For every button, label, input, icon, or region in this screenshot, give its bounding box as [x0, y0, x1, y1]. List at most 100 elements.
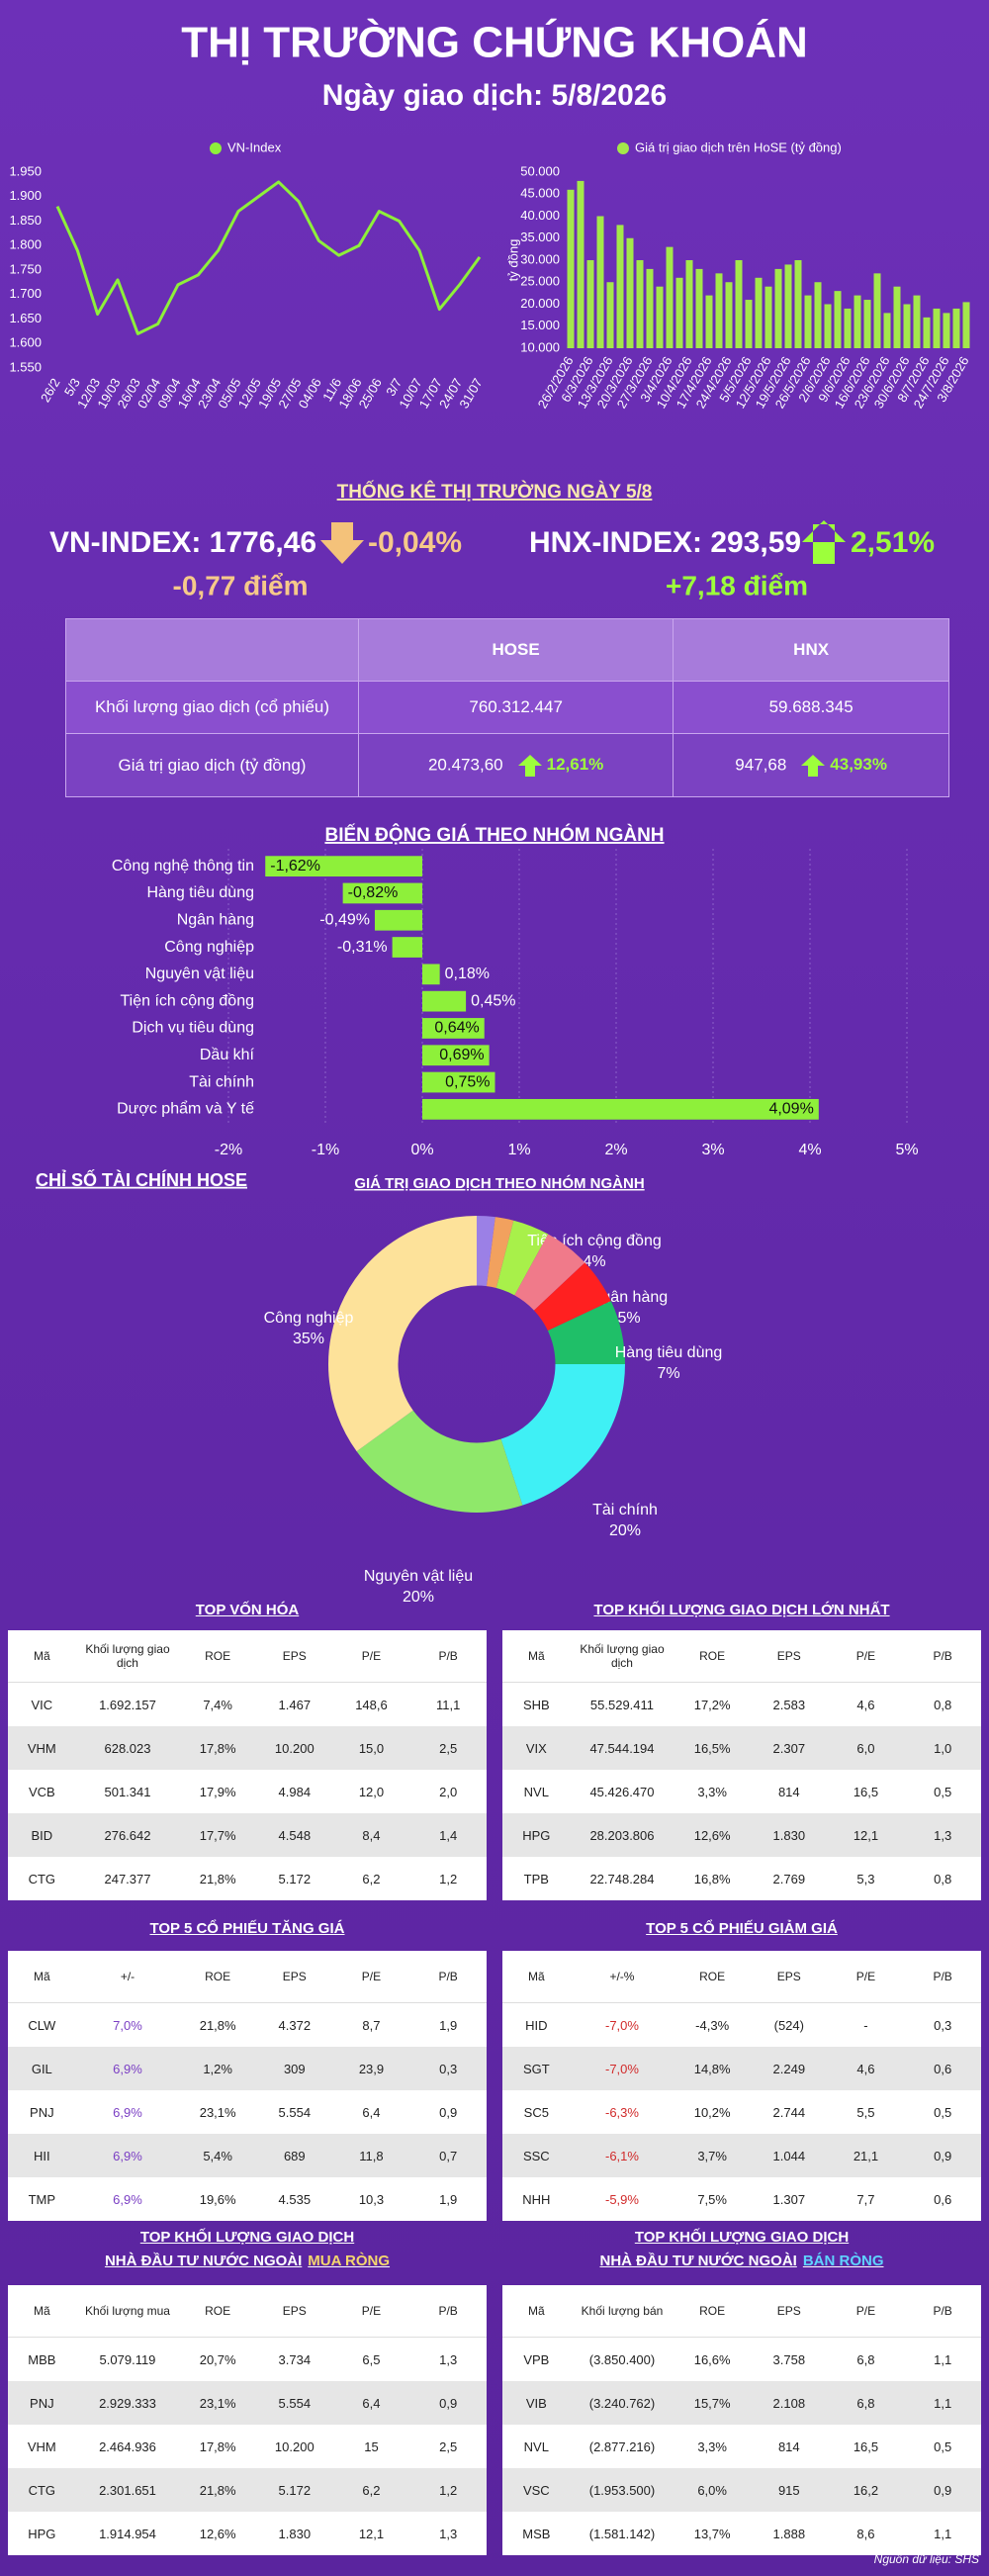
- table-cell: 16,6%: [693, 2351, 731, 2367]
- table-header-cell: P/B: [409, 2285, 487, 2338]
- table-header-cell: P/B: [904, 1630, 981, 1683]
- up-arrow: [517, 754, 542, 777]
- y-tick-label: 1.550: [9, 359, 42, 374]
- table-cell: 6,4: [362, 2104, 381, 2120]
- chart-title: GIÁ TRỊ GIAO DỊCH THEO NHÓM NGÀNH: [354, 1174, 644, 1192]
- table-title-text: TOP VỐN HÓA: [195, 1602, 300, 1618]
- up-arrow-shape: [517, 754, 542, 777]
- table-header-cell: +/-: [75, 1951, 180, 2003]
- table-cell: 7,4%: [203, 1697, 232, 1712]
- table-cell: 5.554: [255, 2381, 333, 2425]
- y-tick-label: 1.750: [9, 261, 42, 276]
- table-cell: 4.984: [278, 1784, 312, 1799]
- table-cell: 17,7%: [179, 1813, 256, 1857]
- table-cell: BID: [8, 1813, 76, 1857]
- table-cell: 5.079.119: [99, 2351, 156, 2367]
- category-label: Dược phẩm và Y tế: [117, 1100, 254, 1118]
- value-label: -1,62%: [270, 858, 320, 874]
- table-cell: 12,6%: [199, 2526, 236, 2541]
- table-header-cell: Khối lượng bán: [570, 2285, 674, 2338]
- table-cell: 1.467: [278, 1697, 312, 1712]
- table-cell: 23,1%: [179, 2381, 256, 2425]
- table-header-cell: Khối lượng giao dịch: [75, 1630, 180, 1683]
- table-header-cell: [65, 618, 359, 682]
- table-cell: 0,8: [934, 1871, 952, 1886]
- bar: [745, 300, 753, 348]
- bar: [586, 260, 594, 348]
- table-header-cell: P/E: [332, 2285, 410, 2338]
- x-tick-label: 2%: [604, 1142, 627, 1158]
- table-cell: 2.769: [772, 1871, 806, 1886]
- table-cell: 1,3: [439, 2526, 458, 2541]
- table-title-line: TOP VỐN HÓA: [8, 1599, 487, 1622]
- table-cell: 21,1: [827, 2134, 905, 2177]
- table-cell: 6,2: [332, 2468, 410, 2512]
- table-title-line: TOP 5 CỔ PHIẾU GIẢM GIÁ: [502, 1917, 981, 1941]
- section-title: THỐNG KÊ THỊ TRƯỜNG NGÀY 5/8: [337, 481, 653, 503]
- table-cell: 11,1: [435, 1697, 461, 1712]
- table-header-cell: P/B: [904, 1951, 981, 2003]
- table-row: Giá trị giao dịch (tỷ đồng) 20.473,60 12,6…: [65, 733, 949, 797]
- value-label: -0,49%: [319, 911, 370, 928]
- table-cell: 10,3: [358, 2191, 385, 2207]
- y-tick-label: 15.000: [520, 318, 560, 332]
- bar: [863, 300, 871, 348]
- table-cell: 814: [777, 1784, 800, 1799]
- bar: [606, 282, 614, 348]
- bar: [873, 273, 881, 348]
- table-header-cell: ROE: [179, 2285, 256, 2338]
- table-header-cell: EPS: [750, 1630, 828, 1683]
- table-cell: 1.044: [750, 2134, 828, 2177]
- table-row: CTG 2.301.651 21,8% 5.172 6,2 1,2: [8, 2468, 487, 2512]
- table-header-cell: P/B: [904, 2285, 981, 2338]
- bar: [804, 295, 812, 348]
- table-cell: 6,8: [827, 2381, 905, 2425]
- table-cell: 16,2: [827, 2468, 905, 2512]
- table-cell: 5.172: [278, 1871, 312, 1886]
- table-cell: (1.581.142): [588, 2526, 656, 2541]
- table-cell: NHH: [522, 2191, 551, 2207]
- bar: [943, 313, 950, 348]
- table-cell: CTG: [28, 1871, 56, 1886]
- bar: [834, 291, 842, 348]
- bar: [265, 856, 422, 877]
- table-cell: 947,68 43,93%: [673, 733, 949, 797]
- table-cell: 45.426.470: [589, 1784, 655, 1799]
- bar: [626, 237, 634, 348]
- table-cell: 0,3: [934, 2017, 952, 2033]
- table-cell: CLW: [28, 2017, 56, 2033]
- table-row: NVL 45.426.470 3,3% 814 16,5 0,5: [502, 1770, 981, 1813]
- table-cell: 19,6%: [199, 2191, 236, 2207]
- y-tick-label: 50.000: [520, 163, 560, 178]
- table-cell: 55.529.411: [589, 1697, 655, 1712]
- table-cell: 16,5: [853, 2438, 879, 2454]
- table-row: VIX 47.544.194 16,5% 2.307 6,0 1,0: [502, 1726, 981, 1770]
- table-header-cell: Khối lượng mua: [75, 2285, 180, 2338]
- table-head: Mã +/-% ROE EPS P/E P/B: [502, 1951, 981, 2003]
- table-cell: 309: [255, 2047, 333, 2090]
- y-tick-label: 45.000: [520, 186, 560, 201]
- table-cell: 5.554: [278, 2104, 312, 2120]
- up-arrow: [801, 754, 826, 777]
- table-header-cell: EPS: [255, 2285, 333, 2338]
- table-cell: 1,1: [904, 2381, 981, 2425]
- table-head: Mã Khối lượng bán ROE EPS P/E P/B: [502, 2285, 981, 2338]
- table-body: SHB 55.529.411 17,2% 2.583 4,6 0,8 VIX 47.544.1…: [502, 1683, 981, 1901]
- cell-value: 760.312.447: [469, 697, 563, 717]
- slice-label: Nguyên vật liệu: [364, 1568, 473, 1585]
- table-title-highlight: BÁN RÒNG: [802, 2253, 884, 2269]
- category-label: Công nghiệp: [164, 939, 254, 956]
- table-header-cell: Mã: [502, 2285, 571, 2338]
- table-cell: 2.307: [750, 1726, 828, 1770]
- bar: [824, 304, 832, 348]
- table-row: NVL (2.877.216) 3,3% 814 16,5 0,5: [502, 2425, 981, 2468]
- table-cell: 10.200: [274, 2438, 315, 2454]
- source-note: Nguồn dữ liệu: SHS: [873, 2552, 979, 2566]
- bar: [675, 277, 683, 348]
- table-header-cell: P/E: [827, 1630, 905, 1683]
- table-title: TOP KHỐI LƯỢNG GIAO DỊCH NHÀ ĐẦU TƯ NƯỚC …: [502, 2226, 981, 2273]
- x-tick-label: 1%: [507, 1142, 530, 1158]
- table-cell: 1,0: [904, 1726, 981, 1770]
- table-cell: 915: [750, 2468, 828, 2512]
- table-cell: 1.830: [278, 2526, 312, 2541]
